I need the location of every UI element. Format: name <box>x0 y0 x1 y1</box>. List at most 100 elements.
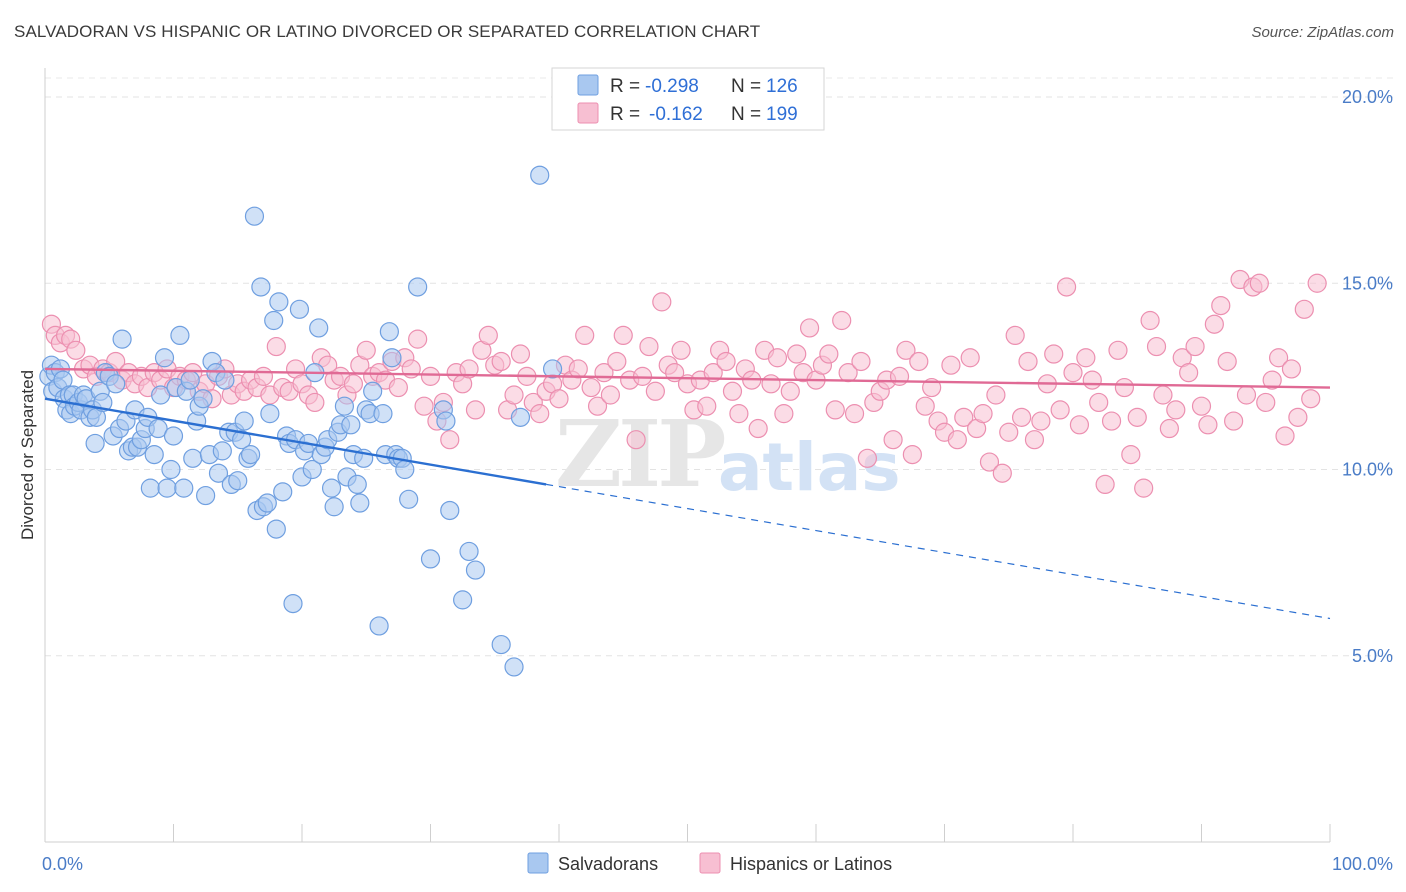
point-hispanic-185 <box>1224 411 1244 431</box>
point-hispanic-126 <box>844 404 865 424</box>
legend-r-value-2: -0.162 <box>649 104 703 125</box>
point-salvadoran-101 <box>347 474 367 494</box>
point-salvadoran-117 <box>408 277 428 297</box>
point-hispanic-114 <box>767 348 788 368</box>
point-hispanic-173 <box>1146 336 1167 357</box>
point-hispanic-176 <box>1166 400 1186 420</box>
point-salvadoran-37 <box>140 478 160 498</box>
point-hispanic-163 <box>1082 370 1102 390</box>
point-hispanic-34 <box>253 366 274 386</box>
point-salvadoran-40 <box>151 385 171 405</box>
bottom-legend-label-hispanics: Hispanics or Latinos <box>730 854 892 874</box>
point-salvadoran-107 <box>369 616 389 636</box>
point-hispanic-182 <box>1204 314 1224 334</box>
point-hispanic-183 <box>1211 296 1231 316</box>
point-salvadoran-46 <box>170 325 190 345</box>
point-hispanic-116 <box>780 381 800 401</box>
x-tick-label-1: 100.0% <box>1332 854 1393 874</box>
point-hispanic-108 <box>729 404 749 424</box>
point-hispanic-67 <box>465 400 486 420</box>
point-salvadoran-116 <box>399 489 419 509</box>
point-hispanic-152 <box>1011 407 1032 427</box>
point-hispanic-154 <box>1024 430 1045 450</box>
point-hispanic-166 <box>1101 411 1122 431</box>
point-hispanic-184 <box>1217 351 1237 372</box>
point-hispanic-146 <box>973 404 993 424</box>
point-salvadoran-93 <box>321 478 342 498</box>
bottom-legend-swatch-salvadorans <box>527 852 549 874</box>
legend-n-value-1: 126 <box>766 76 798 97</box>
point-salvadoran-49 <box>180 370 200 390</box>
point-salvadoran-38 <box>144 445 164 465</box>
point-hispanic-159 <box>1056 277 1077 297</box>
y-axis-label: Divorced or Separated <box>18 370 37 540</box>
point-salvadoran-123 <box>465 560 486 580</box>
source-label: Source: ZipAtlas.com <box>1251 24 1394 41</box>
watermark-atlas: atlas <box>718 429 901 506</box>
point-salvadoran-120 <box>440 500 460 521</box>
point-hispanic-66 <box>459 359 479 379</box>
point-hispanic-138 <box>922 377 942 398</box>
point-hispanic-89 <box>607 351 627 372</box>
point-hispanic-85 <box>581 377 601 398</box>
point-salvadoran-73 <box>257 493 277 513</box>
legend-r-value-1: -0.298 <box>645 76 699 97</box>
legend-n-label-1: N = <box>731 76 761 97</box>
point-hispanic-198 <box>1307 273 1327 293</box>
point-hispanic-80 <box>549 389 569 409</box>
point-salvadoran-118 <box>420 549 441 569</box>
point-hispanic-88 <box>600 385 621 405</box>
point-hispanic-187 <box>1236 385 1257 405</box>
point-hispanic-164 <box>1089 392 1109 413</box>
point-hispanic-142 <box>947 430 967 450</box>
point-salvadoran-128 <box>542 359 563 379</box>
point-salvadoran-68 <box>241 445 261 465</box>
point-salvadoran-28 <box>112 329 132 349</box>
point-hispanic-77 <box>530 404 550 424</box>
trend-line-salvadorans <box>44 397 547 486</box>
point-hispanic-191 <box>1262 370 1282 390</box>
point-salvadoran-125 <box>504 657 524 677</box>
point-hispanic-94 <box>639 336 659 357</box>
point-hispanic-160 <box>1063 363 1083 383</box>
point-salvadoran-124 <box>491 634 511 655</box>
point-salvadoran-87 <box>302 459 322 480</box>
point-salvadoran-59 <box>212 441 232 461</box>
point-hispanic-141 <box>941 355 961 375</box>
point-hispanic-117 <box>787 344 807 364</box>
legend-n-value-2: 199 <box>766 104 798 125</box>
point-salvadoran-43 <box>161 459 181 480</box>
point-hispanic-170 <box>1127 407 1147 427</box>
point-salvadoran-122 <box>459 541 479 562</box>
point-hispanic-180 <box>1191 396 1212 416</box>
point-hispanic-190 <box>1256 392 1276 413</box>
watermark-zip: ZIP <box>555 400 724 508</box>
point-hispanic-148 <box>986 385 1006 405</box>
point-salvadoran-65 <box>232 430 252 450</box>
y-tick-label-2: 15.0% <box>1342 273 1393 293</box>
point-salvadoran-74 <box>260 404 280 424</box>
point-salvadoran-94 <box>324 497 344 517</box>
point-hispanic-153 <box>1018 351 1038 372</box>
point-hispanic-194 <box>1281 359 1302 379</box>
point-hispanic-171 <box>1134 478 1154 498</box>
bottom-legend-label-salvadorans: Salvadorans <box>558 854 658 874</box>
legend: R = -0.298 N = 126 R = -0.162 N = 199 <box>551 67 825 131</box>
point-hispanic-195 <box>1288 407 1308 427</box>
watermark: ZIP atlas <box>555 400 901 508</box>
y-tick-label-0: 5.0% <box>1352 646 1393 666</box>
point-hispanic-115 <box>774 404 794 424</box>
point-hispanic-92 <box>626 430 646 450</box>
point-salvadoran-99 <box>341 415 361 435</box>
point-hispanic-42 <box>305 392 325 413</box>
point-salvadoran-53 <box>193 389 213 409</box>
point-hispanic-119 <box>799 318 820 338</box>
point-salvadoran-71 <box>251 277 271 297</box>
legend-row-salvadorans: R = -0.298 N = 126 <box>577 74 798 97</box>
point-salvadoran-126 <box>510 407 531 427</box>
point-hispanic-63 <box>440 430 460 450</box>
point-salvadoran-26 <box>106 374 126 394</box>
point-salvadoran-66 <box>234 411 254 431</box>
point-hispanic-90 <box>613 325 633 345</box>
